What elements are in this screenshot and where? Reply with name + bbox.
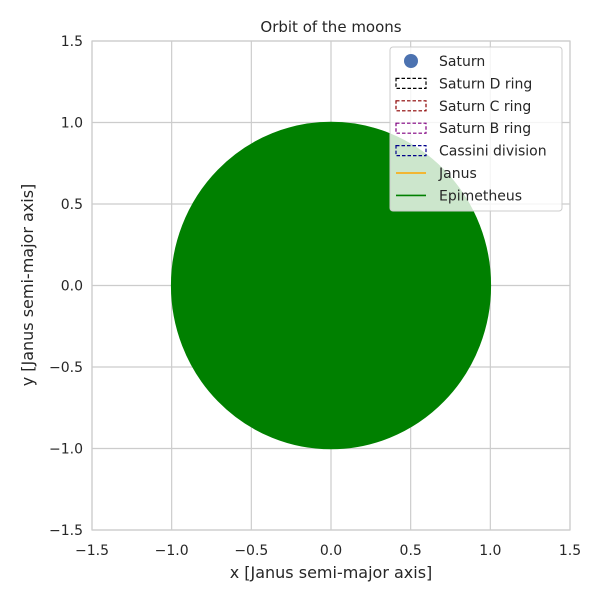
x-tick-label-5: 1.0: [479, 543, 501, 559]
legend-handle-2: [395, 100, 427, 112]
legend-handle-3: [395, 122, 427, 134]
legend: Saturn Saturn D ring Saturn C ring Saturn B…: [389, 46, 563, 212]
legend-label-0: Saturn: [439, 54, 485, 70]
y-tick-label-6: 1.5: [61, 34, 83, 50]
x-tick-label-6: 1.5: [559, 543, 581, 559]
x-tick-label-3: 0.0: [320, 543, 342, 559]
y-tick-label-4: 0.5: [61, 197, 83, 213]
legend-handle-4: [395, 145, 427, 157]
y-tick-label-3: 0.0: [61, 279, 83, 295]
y-tick-label-1: −1.0: [49, 442, 83, 458]
legend-handle-saturn: [404, 54, 418, 68]
y-tick-label-2: −0.5: [49, 360, 83, 376]
legend-handle-1: [395, 77, 427, 90]
y-tick-label-0: −1.5: [49, 523, 83, 539]
plot-frame: [91, 40, 571, 531]
legend-label-2: Saturn C ring: [439, 99, 531, 115]
x-tick-label-1: −1.0: [155, 543, 189, 559]
chart-title: Orbit of the moons: [260, 18, 401, 36]
legend-box: [389, 46, 563, 212]
x-tick-label-2: −0.5: [234, 543, 268, 559]
y-tick-label-5: 1.0: [61, 116, 83, 132]
legend-label-4: Cassini division: [439, 144, 547, 160]
x-tick-label-4: 0.5: [400, 543, 422, 559]
legend-label-5: Janus: [438, 166, 477, 182]
legend-label-6: Epimetheus: [439, 188, 522, 204]
x-axis-label: x [Janus semi-major axis]: [230, 563, 433, 582]
y-axis-label: y [Janus semi-major axis]: [18, 184, 37, 387]
tick-labels: −1.5 −1.0 −0.5 0.0 0.5 1.0 1.5 −1.5 −1.0 −0.5 0.0 0…: [49, 34, 581, 559]
legend-label-3: Saturn B ring: [439, 121, 531, 137]
x-tick-label-0: −1.5: [75, 543, 109, 559]
legend-label-1: Saturn D ring: [439, 76, 532, 92]
